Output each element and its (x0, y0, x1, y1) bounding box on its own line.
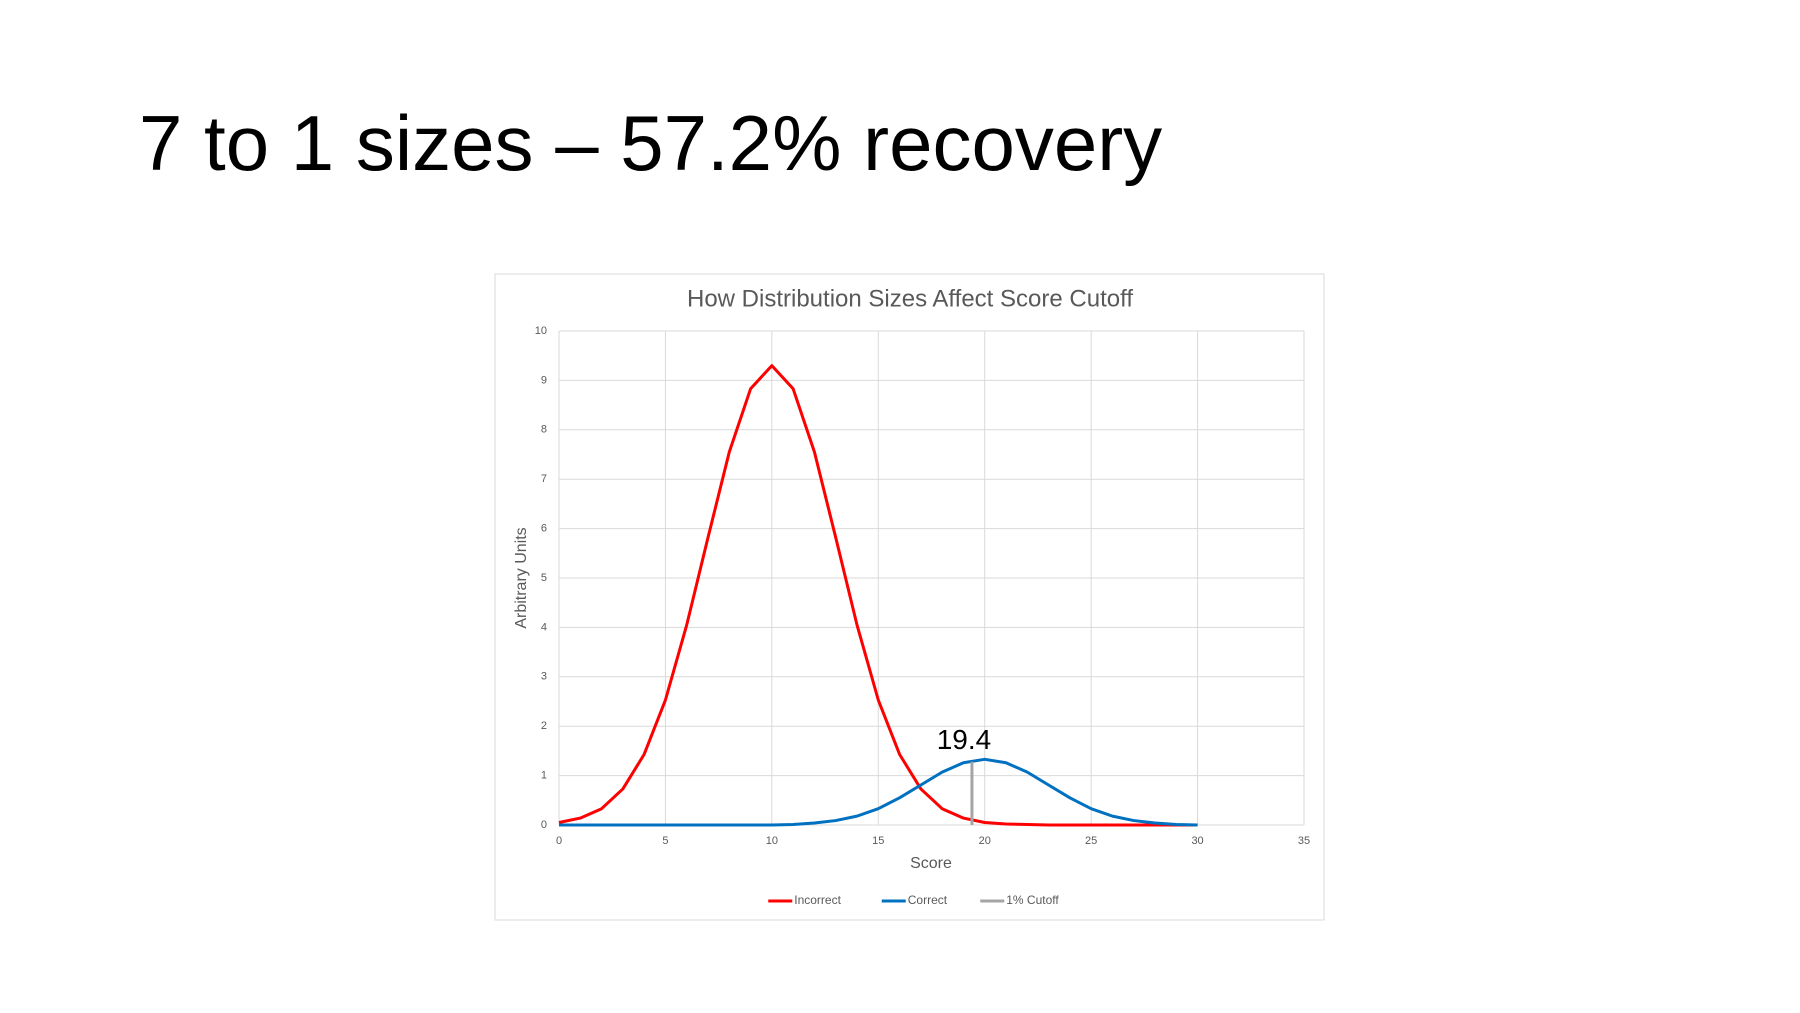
x-tick-label: 30 (1191, 835, 1203, 847)
x-tick-label: 20 (979, 835, 991, 847)
series-line (558, 364, 1198, 827)
y-tick-label: 1 (541, 770, 547, 782)
y-tick-label: 7 (541, 473, 547, 485)
x-tick-label: 15 (872, 835, 884, 847)
x-tick-label: 10 (766, 835, 778, 847)
legend-label: Correct (908, 893, 948, 907)
x-tick-label: 35 (1298, 835, 1310, 847)
y-tick-label: 9 (541, 374, 547, 386)
data-label: 19.4 (937, 724, 992, 755)
y-tick-label: 5 (541, 572, 547, 584)
y-axis-label: Arbitrary Units (513, 527, 530, 628)
y-tick-label: 3 (541, 671, 547, 683)
y-tick-label: 8 (541, 424, 547, 436)
slide-title: 7 to 1 sizes – 57.2% recovery (139, 99, 1163, 187)
y-tick-label: 10 (535, 325, 547, 337)
x-axis-label: Score (910, 855, 952, 872)
y-tick-label: 6 (541, 523, 547, 535)
chart-frame (494, 273, 1325, 921)
y-tick-label: 2 (541, 720, 547, 732)
y-tick-label: 4 (541, 621, 547, 633)
chart-title: How Distribution Sizes Affect Score Cuto… (687, 285, 1133, 312)
x-tick-label: 25 (1085, 835, 1097, 847)
x-tick-label: 0 (556, 835, 562, 847)
x-tick-label: 5 (662, 835, 668, 847)
series-line (559, 757, 1198, 827)
legend-label: Incorrect (794, 893, 841, 907)
y-tick-label: 0 (541, 819, 547, 831)
legend-label: 1% Cutoff (1006, 893, 1059, 907)
